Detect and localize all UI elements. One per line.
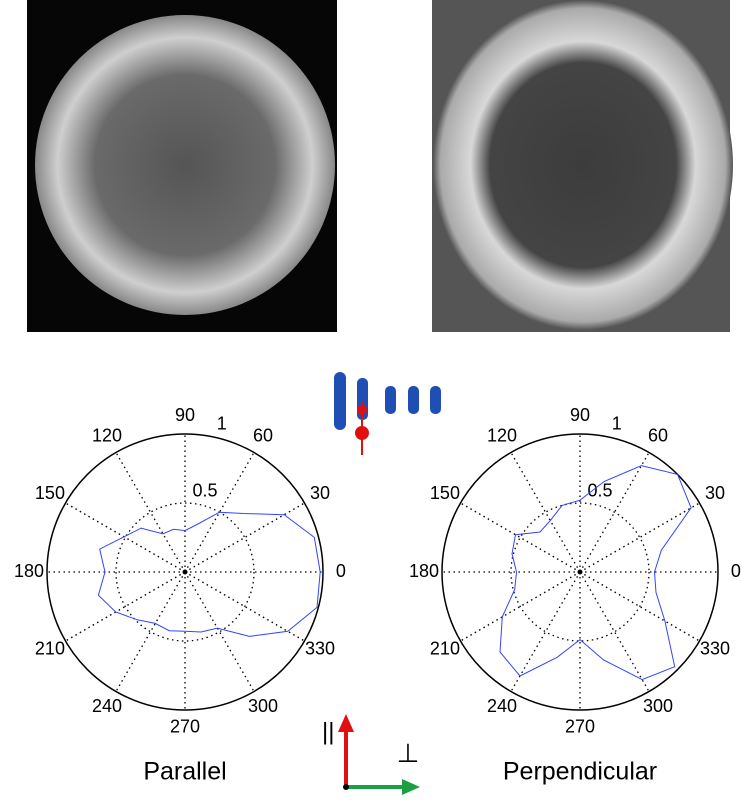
angle-label: 240 (487, 696, 517, 716)
radial-grid-line (579, 571, 650, 692)
radius-label: 1 (217, 413, 227, 433)
polarization-icon (334, 372, 441, 455)
angle-label: 150 (35, 483, 65, 503)
radial-grid-line (579, 452, 650, 573)
angle-label: 60 (648, 426, 668, 446)
radial-grid-circle (510, 502, 650, 642)
center (577, 569, 583, 575)
center (182, 569, 188, 575)
radial-grid-line (115, 571, 186, 692)
angle-label: 330 (700, 639, 730, 659)
chart-title: Parallel (143, 758, 226, 786)
angle-label: 90 (570, 405, 590, 425)
angle-label: 120 (487, 426, 517, 446)
angle-label: 150 (430, 483, 460, 503)
chart-title: Perpendicular (503, 758, 657, 786)
angle-label: 0 (336, 561, 346, 581)
angle-label: 90 (175, 405, 195, 425)
outer-circle (441, 433, 719, 711)
radius-label: 0.5 (193, 480, 218, 500)
radial-grid-line (65, 571, 186, 642)
angle-label: 330 (305, 639, 335, 659)
radial-grid-line (579, 571, 700, 642)
radial-grid-line (115, 452, 186, 573)
radial-grid-line (510, 571, 581, 692)
angle-label: 120 (92, 426, 122, 446)
angle-label: 60 (253, 426, 273, 446)
radial-grid-line (460, 571, 581, 642)
axes-diagram: || ⊥ (322, 714, 420, 795)
outer-circle (46, 433, 324, 711)
radial-grid-line (184, 452, 255, 573)
radius-label: 0.5 (588, 480, 613, 500)
radius-label: 1 (612, 413, 622, 433)
radial-grid-line (579, 502, 700, 573)
angle-label: 180 (409, 561, 439, 581)
angle-label: 210 (430, 639, 460, 659)
angle-label: 240 (92, 696, 122, 716)
radial-grid-line (65, 502, 186, 573)
polar-line (499, 465, 692, 681)
angle-label: 210 (35, 639, 65, 659)
radial-grid-line (184, 571, 305, 642)
perpendicular-symbol: ⊥ (397, 738, 420, 768)
image-perpendicular (432, 0, 733, 332)
radial-grid-line (460, 502, 581, 573)
angle-label: 180 (14, 561, 44, 581)
angle-label: 30 (310, 483, 330, 503)
angle-label: 270 (565, 717, 595, 737)
angle-label: 270 (170, 717, 200, 737)
parallel-symbol: || (322, 718, 334, 745)
angle-label: 300 (643, 696, 673, 716)
angle-label: 0 (731, 561, 741, 581)
radial-grid-circle (115, 502, 255, 642)
angle-label: 30 (705, 483, 725, 503)
angle-label: 300 (248, 696, 278, 716)
radial-grid-line (510, 452, 581, 573)
polar-line (97, 511, 321, 637)
radial-grid-line (184, 571, 255, 692)
image-parallel (27, 0, 337, 332)
